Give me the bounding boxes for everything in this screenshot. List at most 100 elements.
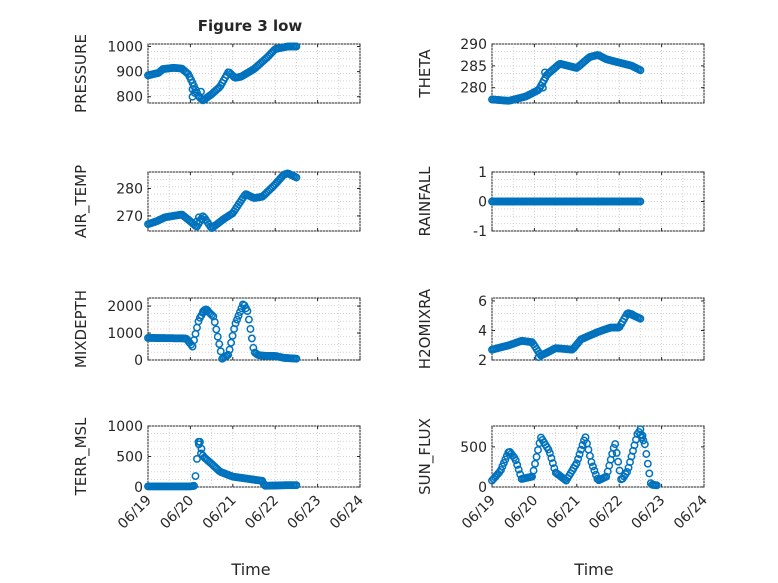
data-point: [514, 465, 523, 474]
y-tick-label: 1000: [107, 326, 143, 342]
y-axis-label: TERR_MSL: [72, 417, 91, 496]
x-tick-label: 06/21: [544, 493, 584, 533]
data-point: [193, 454, 201, 463]
data-point: [614, 457, 623, 466]
y-tick-label: 1000: [107, 419, 143, 435]
data-point: [588, 462, 597, 471]
data-point: [640, 440, 649, 449]
y-tick-label: 800: [116, 90, 143, 106]
y-tick-label: 1000: [107, 40, 143, 56]
data-point: [574, 454, 583, 463]
data-point: [215, 340, 224, 348]
data-point: [213, 332, 222, 341]
y-tick-label: 0: [134, 353, 143, 369]
data-point: [194, 440, 203, 449]
data-point: [636, 66, 645, 75]
x-tick-label: 06/24: [671, 492, 711, 532]
data-point: [228, 331, 237, 340]
y-tick-label: 0: [478, 195, 487, 211]
data-point: [538, 83, 547, 92]
data-point: [529, 466, 538, 475]
data-point: [578, 441, 587, 449]
data-point: [203, 306, 212, 315]
data-point: [292, 42, 301, 51]
data-point: [643, 459, 652, 468]
y-tick-label: 1: [478, 165, 487, 181]
data-point: [210, 318, 219, 327]
data-point: [532, 452, 541, 461]
y-tick-label: 285: [460, 59, 487, 75]
y-axis-label: RAINFALL: [416, 166, 434, 237]
data-point: [587, 458, 596, 466]
data-point: [197, 449, 205, 458]
y-tick-label: 500: [116, 450, 143, 466]
data-point: [188, 92, 197, 101]
data-point: [224, 350, 233, 359]
x-tick-label: 06/23: [285, 493, 325, 533]
y-axis-label: AIR_TEMP: [72, 165, 91, 238]
y-tick-label: 280: [116, 181, 143, 197]
data-point: [547, 454, 556, 463]
data-point: [233, 315, 241, 324]
subplot-theta: 280 285 290 THETA: [416, 37, 705, 105]
y-tick-label: 290: [460, 37, 487, 53]
y-axis-label: PRESSURE: [72, 34, 90, 113]
data-point: [191, 472, 200, 480]
data-point: [194, 317, 203, 326]
x-tick-label: 06/24: [327, 492, 367, 532]
subplot-sun-flux: 06/19 06/20 06/21 06/22 06/23 06/24 0 500 SUN_FL…: [416, 418, 711, 532]
data-point: [638, 431, 647, 440]
data-point: [623, 467, 631, 476]
data-point: [541, 68, 549, 77]
data-point: [190, 481, 198, 490]
data-point: [577, 445, 585, 454]
y-tick-label: 0: [134, 480, 143, 496]
data-point: [192, 217, 201, 226]
x-tick-label: 06/23: [629, 493, 669, 533]
data-point: [636, 314, 645, 323]
figure-title: Figure 3 low: [198, 17, 303, 35]
data-point: [197, 87, 205, 96]
data-point: [247, 334, 256, 343]
data-point: [534, 353, 543, 361]
data-point: [236, 308, 244, 316]
data-point: [534, 446, 542, 454]
y-axis-label: MIXDEPTH: [72, 290, 90, 368]
y-tick-label: 280: [460, 81, 487, 97]
x-tick-label: 06/19: [115, 493, 155, 533]
data-point: [612, 448, 621, 457]
data-point: [194, 213, 203, 222]
data-point: [246, 325, 255, 333]
data-point: [652, 481, 661, 490]
data-point: [636, 197, 645, 206]
data-point: [199, 307, 208, 316]
y-tick-label: 2: [478, 353, 487, 369]
data-point: [216, 347, 225, 356]
y-tick-label: 0: [478, 480, 487, 496]
data-point: [602, 472, 611, 481]
data-point: [511, 456, 520, 465]
data-point: [531, 459, 539, 468]
data-point: [207, 311, 216, 319]
x-tick-label: 06/22: [586, 493, 626, 533]
data-point: [231, 319, 240, 328]
x-axis-label-right: Time: [573, 560, 613, 579]
data-point: [627, 310, 636, 319]
y-tick-label: -1: [473, 224, 487, 240]
data-point: [243, 307, 252, 316]
y-axis-label: H2OMIXRA: [416, 288, 434, 369]
subplot-air-temp: 270 280 AIR_TEMP: [72, 165, 361, 238]
x-tick-label: 06/21: [200, 493, 240, 533]
data-point: [212, 325, 221, 334]
data-point: [249, 343, 258, 352]
data-point: [639, 436, 648, 445]
data-point: [292, 173, 301, 182]
subplot-pressure: 800 900 1000 PRESSURE: [72, 34, 361, 113]
y-axis-label: THETA: [416, 49, 434, 99]
y-tick-label: 6: [478, 294, 487, 310]
data-point: [234, 311, 243, 320]
y-tick-label: 4: [478, 323, 487, 339]
data-point: [292, 481, 301, 490]
